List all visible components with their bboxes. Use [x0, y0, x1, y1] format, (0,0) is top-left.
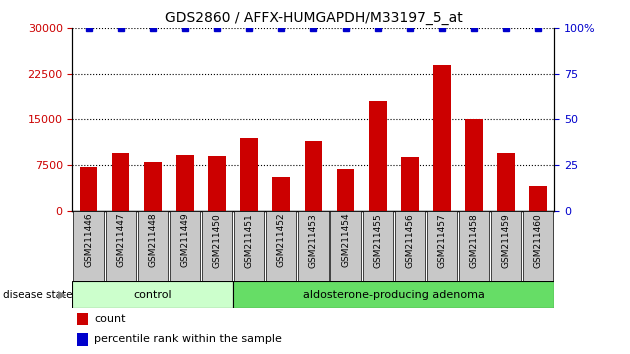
Bar	[240, 138, 258, 211]
Bar	[144, 162, 162, 211]
Text: control: control	[134, 290, 172, 300]
Text: disease state: disease state	[3, 290, 72, 300]
Bar	[497, 153, 515, 211]
FancyBboxPatch shape	[266, 211, 296, 281]
Bar	[304, 141, 323, 211]
FancyBboxPatch shape	[331, 211, 360, 281]
Text: GSM211452: GSM211452	[277, 213, 286, 267]
Bar	[77, 313, 88, 325]
Text: percentile rank within the sample: percentile rank within the sample	[94, 334, 282, 344]
Text: GSM211446: GSM211446	[84, 213, 93, 267]
FancyBboxPatch shape	[74, 211, 103, 281]
FancyBboxPatch shape	[138, 211, 168, 281]
Bar	[465, 120, 483, 211]
FancyBboxPatch shape	[234, 211, 264, 281]
Text: GSM211447: GSM211447	[116, 213, 125, 267]
Text: GSM211449: GSM211449	[180, 213, 190, 267]
Bar	[208, 156, 226, 211]
FancyBboxPatch shape	[459, 211, 489, 281]
Text: GSM211459: GSM211459	[501, 213, 511, 268]
FancyBboxPatch shape	[524, 211, 553, 281]
Bar	[77, 333, 88, 346]
Text: GSM211455: GSM211455	[373, 213, 382, 268]
FancyBboxPatch shape	[106, 211, 135, 281]
Text: aldosterone-producing adenoma: aldosterone-producing adenoma	[303, 290, 484, 300]
Text: GSM211450: GSM211450	[212, 213, 222, 268]
Bar	[272, 177, 290, 211]
Bar	[433, 65, 451, 211]
Text: GSM211448: GSM211448	[148, 213, 158, 267]
Text: ▶: ▶	[58, 290, 66, 300]
Text: GSM211457: GSM211457	[437, 213, 447, 268]
Bar	[112, 153, 130, 211]
Bar	[336, 169, 355, 211]
Text: GSM211454: GSM211454	[341, 213, 350, 267]
FancyBboxPatch shape	[170, 211, 200, 281]
Text: GSM211451: GSM211451	[244, 213, 254, 268]
Bar	[369, 101, 387, 211]
Text: count: count	[94, 314, 125, 324]
FancyBboxPatch shape	[233, 281, 554, 308]
Bar	[401, 157, 419, 211]
FancyBboxPatch shape	[299, 211, 328, 281]
FancyBboxPatch shape	[202, 211, 232, 281]
Text: GSM211458: GSM211458	[469, 213, 479, 268]
Bar	[79, 167, 98, 211]
Bar	[529, 186, 547, 211]
FancyBboxPatch shape	[491, 211, 521, 281]
Bar	[176, 155, 194, 211]
FancyBboxPatch shape	[72, 281, 233, 308]
FancyBboxPatch shape	[395, 211, 425, 281]
Text: GSM211453: GSM211453	[309, 213, 318, 268]
Title: GDS2860 / AFFX-HUMGAPDH/M33197_5_at: GDS2860 / AFFX-HUMGAPDH/M33197_5_at	[164, 11, 462, 24]
Text: GSM211460: GSM211460	[534, 213, 543, 268]
FancyBboxPatch shape	[427, 211, 457, 281]
Text: GSM211456: GSM211456	[405, 213, 415, 268]
FancyBboxPatch shape	[363, 211, 392, 281]
